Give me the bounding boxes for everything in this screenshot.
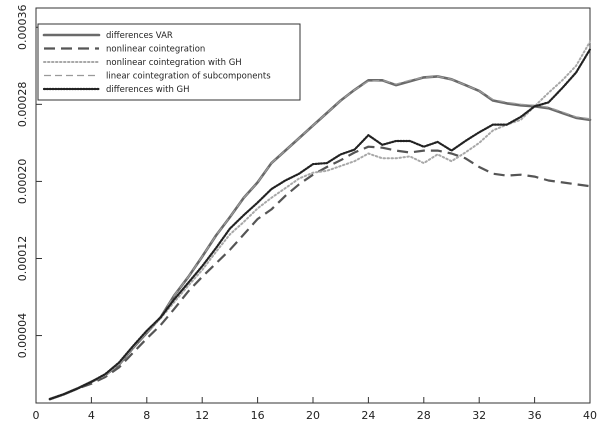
x-tick-label: 28 — [417, 409, 431, 422]
x-tick-label: 40 — [583, 409, 597, 422]
y-tick-label: 0.00028 — [16, 82, 29, 128]
y-tick-label: 0.00020 — [16, 159, 29, 205]
x-tick-label: 20 — [306, 409, 320, 422]
x-tick-label: 0 — [33, 409, 40, 422]
y-tick-label: 0.00012 — [16, 236, 29, 282]
series-line-differences-with-gh — [48, 48, 592, 401]
legend-label: differences VAR — [106, 31, 173, 41]
x-tick-label: 12 — [195, 409, 209, 422]
x-tick-label: 16 — [251, 409, 265, 422]
axis-ticks: 0 4 8 12 16 20 24 28 32 36 40 0.00004 0.00012 0.00020… — [16, 5, 597, 422]
x-tick-label: 36 — [528, 409, 542, 422]
legend-label: nonlinear cointegration — [106, 45, 205, 55]
x-tick-label: 32 — [472, 409, 486, 422]
legend-label: linear cointegration of subcomponents — [106, 72, 271, 82]
series-line-linear-cointegration-of-subcomponents — [49, 75, 591, 400]
x-tick-label: 24 — [361, 409, 375, 422]
legend-label: nonlinear cointegration with GH — [106, 58, 242, 68]
legend: differences VAR nonlinear cointegration no… — [37, 23, 301, 101]
legend-label: differences with GH — [106, 85, 190, 95]
y-tick-label: 0.00004 — [16, 313, 29, 359]
x-tick-label: 8 — [143, 409, 150, 422]
x-tick-label: 4 — [88, 409, 95, 422]
series-lines — [48, 40, 592, 401]
y-tick-label: 0.00036 — [16, 5, 29, 51]
